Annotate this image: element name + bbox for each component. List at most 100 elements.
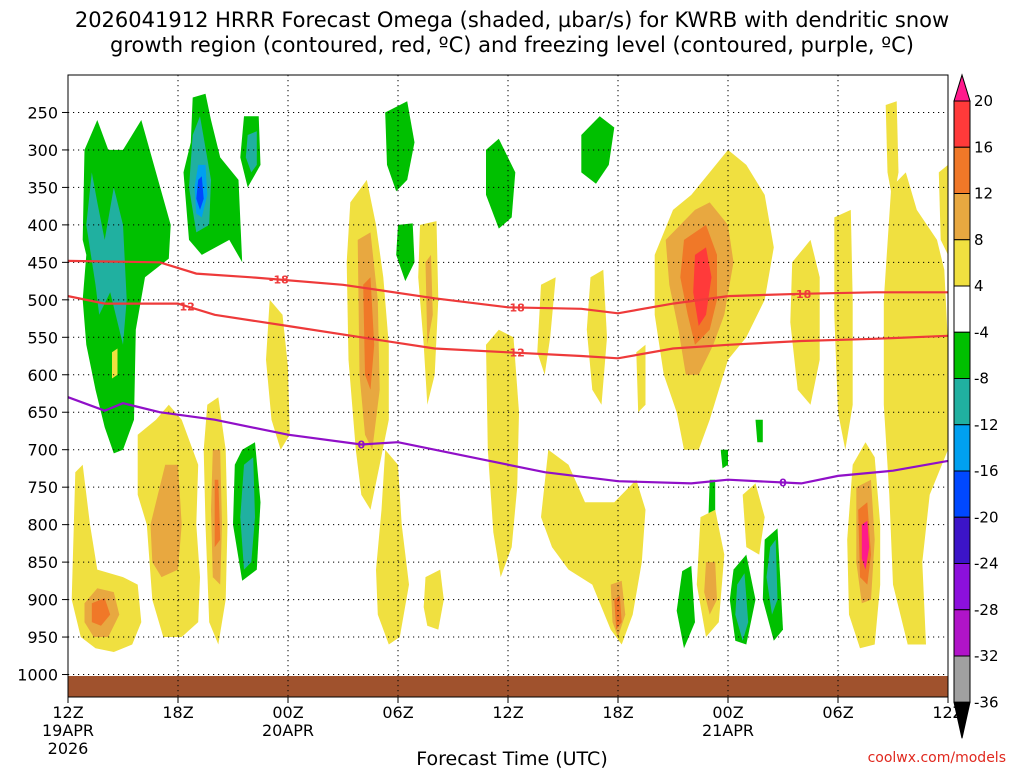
colorbar-label: 20 [974, 92, 993, 110]
colorbar-label: -28 [974, 601, 999, 619]
omega-region-39 [537, 277, 556, 375]
colorbar-swatch [953, 331, 971, 379]
omega-region-8 [385, 101, 415, 192]
omega-region-16 [676, 565, 695, 649]
ground-terrain [68, 676, 948, 697]
colorbar-label: 16 [974, 138, 993, 156]
contour-dgz-minus12 [68, 295, 948, 360]
y-tick-label: 750 [27, 478, 58, 497]
colorbar-swatch [953, 609, 971, 657]
y-tick-label: 550 [27, 328, 58, 347]
colorbar-swatch [953, 100, 971, 148]
omega-region-58 [885, 101, 899, 203]
colorbar-label: -16 [974, 462, 999, 480]
colorbar-max-arrow [953, 73, 971, 102]
x-tick-label: 00Z [712, 703, 743, 722]
y-tick-label: 900 [27, 591, 58, 610]
colorbar-label: -20 [974, 508, 999, 526]
x-tick-year: 2026 [48, 739, 89, 758]
colorbar-label: -12 [974, 416, 999, 434]
chart-title: 2026041912 HRRR Forecast Omega (shaded, … [74, 8, 950, 57]
x-tick-label: 18Z [602, 703, 633, 722]
y-tick-label: 450 [27, 253, 58, 272]
y-tick-label: 1000 [17, 666, 58, 685]
omega-region-26 [150, 464, 182, 578]
contour-label: 0 [779, 476, 787, 489]
colorbar-label: 4 [974, 277, 984, 295]
omega-region-24 [91, 598, 111, 626]
contour-label: 12 [180, 300, 195, 313]
colorbar-label: -24 [974, 555, 999, 573]
x-tick-date: 21APR [702, 721, 754, 740]
colorbar-label: -4 [974, 323, 989, 341]
omega-region-29 [214, 479, 221, 548]
x-tick-label: 18Z [162, 703, 193, 722]
y-tick-label: 350 [27, 178, 58, 197]
omega-region-7 [245, 131, 257, 173]
colorbar-swatch [953, 470, 971, 518]
contour-label: -18 [791, 288, 811, 301]
omega-region-20 [766, 539, 778, 615]
contour-freezing-level [68, 396, 948, 485]
omega-region-11 [581, 116, 615, 184]
y-tick-label: 950 [27, 628, 58, 647]
y-tick-label: 700 [27, 441, 58, 460]
omega-region-33 [363, 277, 375, 390]
y-tick-label: 300 [27, 141, 58, 160]
y-axis: 250 300 350 400 450 500 550 600 650 700 750 800 850 9… [17, 103, 68, 685]
colorbar-swatch [953, 239, 971, 287]
y-tick-label: 500 [27, 291, 58, 310]
y-tick-label: 600 [27, 366, 58, 385]
omega-region-0 [82, 120, 171, 454]
colorbar-swatch [953, 378, 971, 426]
omega-region-43 [586, 269, 607, 405]
omega-region-15 [720, 449, 728, 469]
y-tick-label: 400 [27, 216, 58, 235]
x-tick-date: 20APR [262, 721, 314, 740]
omega-region-10 [486, 138, 516, 229]
omega-region-57 [883, 172, 948, 645]
colorbar-swatch [953, 285, 971, 333]
x-tick-label: 00Z [272, 703, 303, 722]
omega-region-51 [742, 483, 765, 555]
x-axis-label: Forecast Time (UTC) [416, 748, 608, 770]
colorbar-swatch [953, 146, 971, 194]
omega-shading [71, 93, 948, 652]
omega-region-5 [196, 176, 204, 210]
omega-region-34 [376, 449, 409, 645]
contour-label: 12 [510, 347, 525, 360]
colorbar-label: 12 [974, 185, 993, 203]
watermark[interactable]: coolwx.com/models [867, 750, 1006, 766]
omega-region-38 [486, 329, 519, 578]
colorbar-swatch [953, 193, 971, 241]
colorbar-min-arrow [953, 701, 971, 739]
omega-region-13 [240, 457, 255, 570]
omega-region-44 [636, 344, 646, 413]
omega-region-9 [396, 223, 415, 282]
contour-label: -18 [269, 274, 289, 287]
colorbar-label: -32 [974, 647, 999, 665]
contour-label: 18 [510, 302, 525, 315]
omega-region-60 [790, 239, 820, 405]
omega-region-61 [112, 348, 118, 379]
contour-label: 0 [358, 438, 366, 451]
x-tick-label: 06Z [822, 703, 853, 722]
omega-region-1 [86, 172, 127, 345]
y-tick-label: 800 [27, 516, 58, 535]
omega-region-56 [861, 520, 870, 570]
x-tick-label: 06Z [382, 703, 413, 722]
colorbar-label: -8 [974, 370, 989, 388]
y-tick-label: 250 [27, 103, 58, 122]
contour-dgz-minus18 [68, 259, 948, 315]
omega-region-50 [704, 562, 717, 615]
x-tick-label: 12Z [492, 703, 523, 722]
omega-region-48 [693, 247, 712, 326]
contours: -18 18 -18 12 12 0 0 [68, 259, 948, 489]
x-tick-date: 19APR [42, 721, 94, 740]
colorbar-swatch [953, 655, 971, 703]
omega-region-18 [735, 573, 749, 641]
omega-region-21 [755, 419, 763, 443]
omega-region-42 [614, 595, 622, 630]
colorbar-swatch [953, 516, 971, 564]
